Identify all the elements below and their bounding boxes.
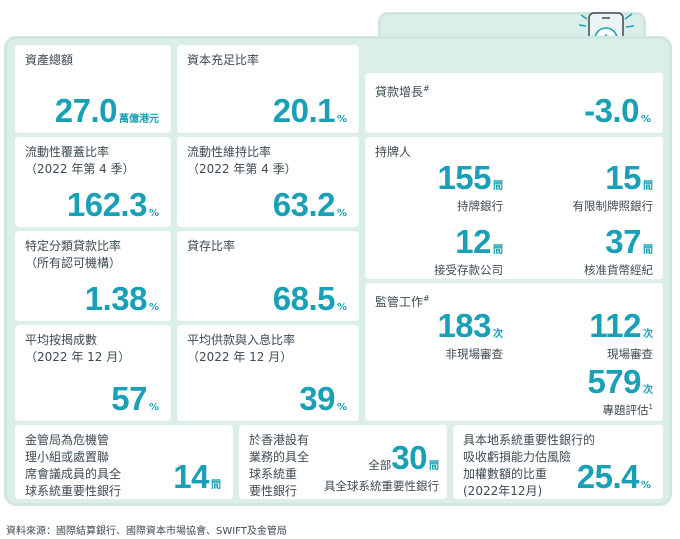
lcr-value: 162.3 [66,186,148,223]
supervision-stat-value: 579 [587,363,641,400]
lmr-value: 63.2 [272,186,336,223]
card-tlac: 具本地系統重要性銀行的 吸收虧損能力估風險 加權數額的比重 (2022年12月)… [453,425,663,499]
gsib-prefix: 全部 [368,458,392,472]
card-capital-adequacy: 資本充足比率 20.1% [177,45,359,133]
lmr-label: 流動性維持比率 [187,145,272,159]
supervision-stat-1: 183 次 非現場審查 [437,307,504,361]
loan-growth-value: -3.0 [584,92,639,129]
licensed-stat-2: 15 間 有限制牌照銀行 [572,159,654,213]
dsr-label: 平均供款與入息比率 [187,333,296,347]
special-loans-unit: % [148,302,159,313]
capital-adequacy-label: 資本充足比率 [187,53,260,67]
card-lcr: 流動性覆蓋比率 （2022 年第 4 季） 162.3% [15,137,171,227]
ltv-value: 57 [111,380,147,417]
special-loans-value: 1.38 [84,280,148,317]
supervision-stat-value: 112 [589,307,641,344]
tlac-label: 具本地系統重要性銀行的 吸收虧損能力估風險 加權數額的比重 (2022年12月) [463,433,596,498]
licensed-stat-value: 12 [455,223,491,260]
total-assets-label: 資產總額 [25,53,74,67]
supervision-footnote: 1 [648,403,653,412]
tlac-unit: % [640,480,651,491]
dsr-unit: % [336,402,347,413]
supervision-stat-2: 112 次 現場審查 [589,307,653,361]
loan-growth-unit: % [640,114,651,125]
card-special-loans: 特定分類貸款比率 （所有認可機構） 1.38% [15,231,171,321]
ltv-sub: （2022 年 12 月） [25,350,131,364]
gsib-unit: 間 [429,461,439,472]
dsr-sub: （2022 年 12 月） [187,350,293,364]
card-loan-deposit: 貸存比率 68.5% [177,231,359,321]
card-crisis-group: 金管局為危機管 理小組或處置聯 席會議成員的具全 球系統重要性銀行 14 間 [15,425,233,499]
licensed-stat-caption: 持牌銀行 [457,199,503,213]
supervision-stat-caption: 專題評估 [602,403,649,417]
card-total-assets: 資產總額 27.0 萬億港元 [15,45,171,133]
licensed-stat-caption: 有限制牌照銀行 [572,199,654,213]
special-loans-sub: （所有認可機構） [25,256,122,270]
special-loans-label: 特定分類貸款比率 [25,239,122,253]
supervision-stat-3: 579 次 專題評估1 [587,363,653,417]
licensed-stat-4: 37 間 核准貨幣經紀 [584,223,653,277]
dsr-value: 39 [299,380,335,417]
loan-deposit-value: 68.5 [272,280,336,317]
card-lmr: 流動性維持比率 （2022 年第 4 季） 63.2% [177,137,359,227]
gsib-label: 於香港設有 業務的具全 球系統重 要性銀行 [249,433,310,498]
ltv-label: 平均按揭成數 [25,333,98,347]
lcr-sub: （2022 年第 4 季） [25,162,135,176]
supervision-sup: # [423,294,430,303]
licensed-stat-value: 155 [437,159,491,196]
card-dsr: 平均供款與入息比率 （2022 年 12 月） 39% [177,325,359,421]
supervision-stat-caption: 非現場審查 [445,347,504,361]
tlac-value: 25.4 [576,458,640,495]
lcr-label: 流動性覆蓋比率 [25,145,110,159]
gsib-value: 30 [391,439,427,476]
licensed-stat-caption: 接受存款公司 [434,263,503,277]
capital-adequacy-unit: % [336,114,347,125]
supervision-stat-value: 183 [437,307,491,344]
licensed-label: 持牌人 [375,145,412,159]
supervision-stat-caption: 現場審查 [607,347,653,361]
capital-adequacy-value: 20.1 [272,92,336,129]
card-ltv: 平均按揭成數 （2022 年 12 月） 57% [15,325,171,421]
licensed-stat-value: 15 [605,159,641,196]
crisis-group-unit: 間 [211,480,221,491]
card-gsib: 於香港設有 業務的具全 球系統重 要性銀行 全部30 間 具全球系統重要性銀行 [239,425,447,499]
supervision-label: 監管工作 [375,295,424,309]
lmr-sub: （2022 年第 4 季） [187,162,297,176]
stats-panel: 資產總額 27.0 萬億港元 資本充足比率 20.1% 貸款增長# -3.0% 流… [4,36,672,506]
source-note: 資料來源：國際結算銀行、國際資本市場協會、SWIFT及金管局 [6,526,287,537]
loan-growth-sup: # [423,84,430,93]
card-supervision: 監管工作# 183 次 非現場審查 112 次 現場審查 579 次 專題評估1 [365,283,663,421]
loan-deposit-unit: % [336,302,347,313]
crisis-group-value: 14 [173,458,209,495]
licensed-stat-1: 155 間 持牌銀行 [437,159,503,213]
gsib-caption: 具全球系統重要性銀行 [324,479,439,493]
card-licensed: 持牌人 155 間 持牌銀行 15 間 有限制牌照銀行 12 間 接受存款公司 37 間… [365,137,663,279]
loan-deposit-label: 貸存比率 [187,239,236,253]
lmr-unit: % [336,208,347,219]
licensed-stat-value: 37 [605,223,641,260]
gsib-stat: 全部30 間 具全球系統重要性銀行 [324,439,439,494]
loan-growth-label: 貸款增長 [375,85,424,99]
total-assets-unit: 萬億港元 [119,114,159,125]
card-loan-growth: 貸款增長# -3.0% [365,73,663,133]
licensed-stat-3: 12 間 接受存款公司 [434,223,503,277]
licensed-stat-caption: 核准貨幣經紀 [584,263,653,277]
total-assets-value: 27.0 [54,92,118,129]
lcr-unit: % [148,208,159,219]
crisis-group-label: 金管局為危機管 理小組或處置聯 席會議成員的具全 球系統重要性銀行 [25,433,122,498]
ltv-unit: % [148,402,159,413]
